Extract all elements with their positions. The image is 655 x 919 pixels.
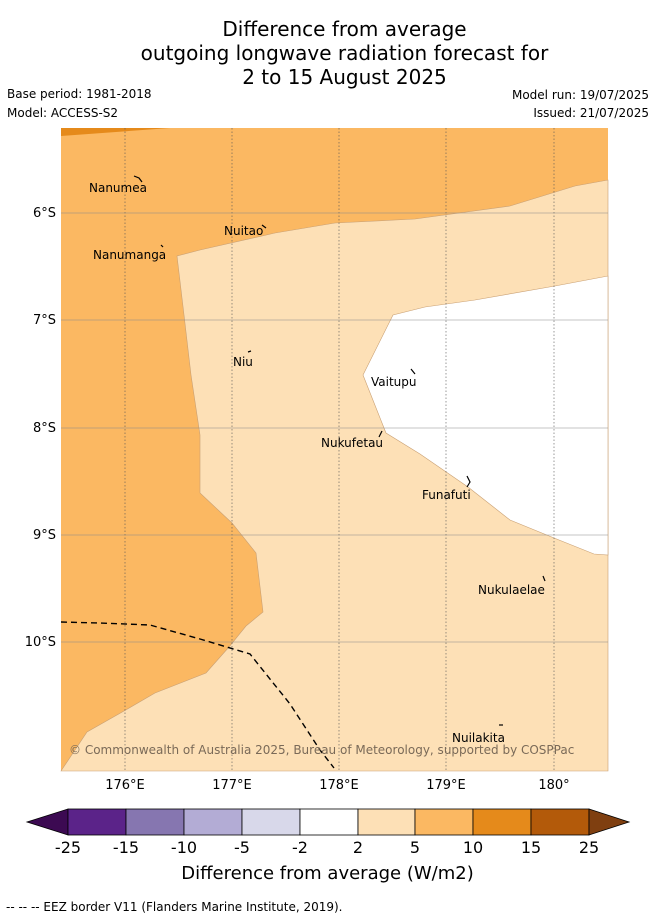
model-label: Model: ACCESS-S2 xyxy=(7,106,119,120)
colorbar-segment-7 xyxy=(414,808,474,836)
issued-label: Issued: 21/07/2025 xyxy=(533,106,649,120)
nukufetau-island xyxy=(378,430,383,438)
colorbar-segment-5 xyxy=(299,808,359,836)
colorbar-extend-low xyxy=(25,808,69,836)
lat-label-7s: 7°S xyxy=(32,313,56,328)
colorbar-tick: -25 xyxy=(54,838,82,857)
colorbar-tick: -10 xyxy=(170,838,198,857)
olr-band-10-to-15 xyxy=(61,128,170,136)
place-label-funafuti: Funafuti xyxy=(422,488,471,502)
niu-island xyxy=(247,350,252,353)
lon-label-178e: 178°E xyxy=(319,778,359,793)
colorbar-segment-4 xyxy=(241,808,301,836)
colorbar-tick: -5 xyxy=(234,838,250,857)
lon-label-177e: 177°E xyxy=(212,778,252,793)
lon-label-180: 180° xyxy=(538,778,570,793)
lon-label-179e: 179°E xyxy=(426,778,466,793)
place-label-niu: Niu xyxy=(233,355,253,369)
colorbar-tick: -15 xyxy=(112,838,140,857)
colorbar-tick: 5 xyxy=(409,838,421,857)
colorbar-segment-8 xyxy=(472,808,532,836)
lat-label-9s: 9°S xyxy=(32,528,56,543)
vaitupu-island xyxy=(410,368,416,375)
colorbar-graphic xyxy=(25,808,631,836)
colorbar-tick: 25 xyxy=(578,838,600,857)
nanumea-island xyxy=(133,175,143,183)
colorbar-segment-3 xyxy=(183,808,243,836)
place-label-nukulaelae: Nukulaelae xyxy=(478,583,545,597)
colorbar-extend-high xyxy=(588,808,631,836)
longitude-gridlines xyxy=(124,128,555,771)
colorbar-tick: 2 xyxy=(352,838,364,857)
place-label-vaitupu: Vaitupu xyxy=(371,375,417,389)
place-label-nukufetau: Nukufetau xyxy=(321,436,384,450)
place-label-nuitao: Nuitao xyxy=(224,224,264,238)
eez-border xyxy=(60,621,335,769)
place-label-nanumanga: Nanumanga xyxy=(93,248,167,262)
model-run-label: Model run: 19/07/2025 xyxy=(511,88,649,102)
colorbar-tick: 15 xyxy=(520,838,542,857)
lon-label-176e: 176°E xyxy=(105,778,145,793)
colorbar-segment-1 xyxy=(67,808,127,836)
colorbar-segment-2 xyxy=(125,808,185,836)
colorbar-label: Difference from average (W/m2) xyxy=(181,863,474,884)
map-title-line-2: outgoing longwave radiation forecast for xyxy=(140,41,549,65)
funafuti-island xyxy=(466,475,471,488)
colorbar-segment-6 xyxy=(357,808,416,836)
base-period-label: Base period: 1981-2018 xyxy=(7,87,152,101)
map-title-line-1: Difference from average xyxy=(222,17,467,41)
eez-legend: -- -- -- EEZ border V11 (Flanders Marine… xyxy=(6,900,343,914)
nanumanga-island xyxy=(160,244,164,248)
lat-label-10s: 10°S xyxy=(24,635,56,650)
lat-label-8s: 8°S xyxy=(32,421,56,436)
island-outlines xyxy=(133,175,546,726)
colorbar-tick: -2 xyxy=(292,838,308,857)
map-copyright: © Commonwealth of Australia 2025, Bureau… xyxy=(69,743,575,757)
olr-band-neutral xyxy=(362,275,609,556)
lat-label-6s: 6°S xyxy=(32,206,56,221)
map-title-line-3: 2 to 15 August 2025 xyxy=(242,65,447,89)
colorbar-tick: 10 xyxy=(462,838,484,857)
latitude-gridlines xyxy=(61,212,608,643)
nuitao-island xyxy=(261,224,267,229)
nukulaelae-island xyxy=(542,575,546,582)
place-label-nanumea: Nanumea xyxy=(89,181,147,195)
colorbar-segment-9 xyxy=(530,808,590,836)
place-label-nuilakita: Nuilakita xyxy=(452,731,505,745)
